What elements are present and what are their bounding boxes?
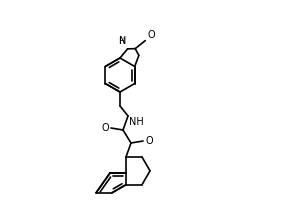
Text: O: O bbox=[145, 136, 153, 146]
Text: H: H bbox=[118, 37, 124, 46]
Text: O: O bbox=[101, 123, 109, 133]
Text: O: O bbox=[147, 30, 155, 40]
Text: N: N bbox=[119, 36, 127, 46]
Text: NH: NH bbox=[129, 117, 144, 127]
